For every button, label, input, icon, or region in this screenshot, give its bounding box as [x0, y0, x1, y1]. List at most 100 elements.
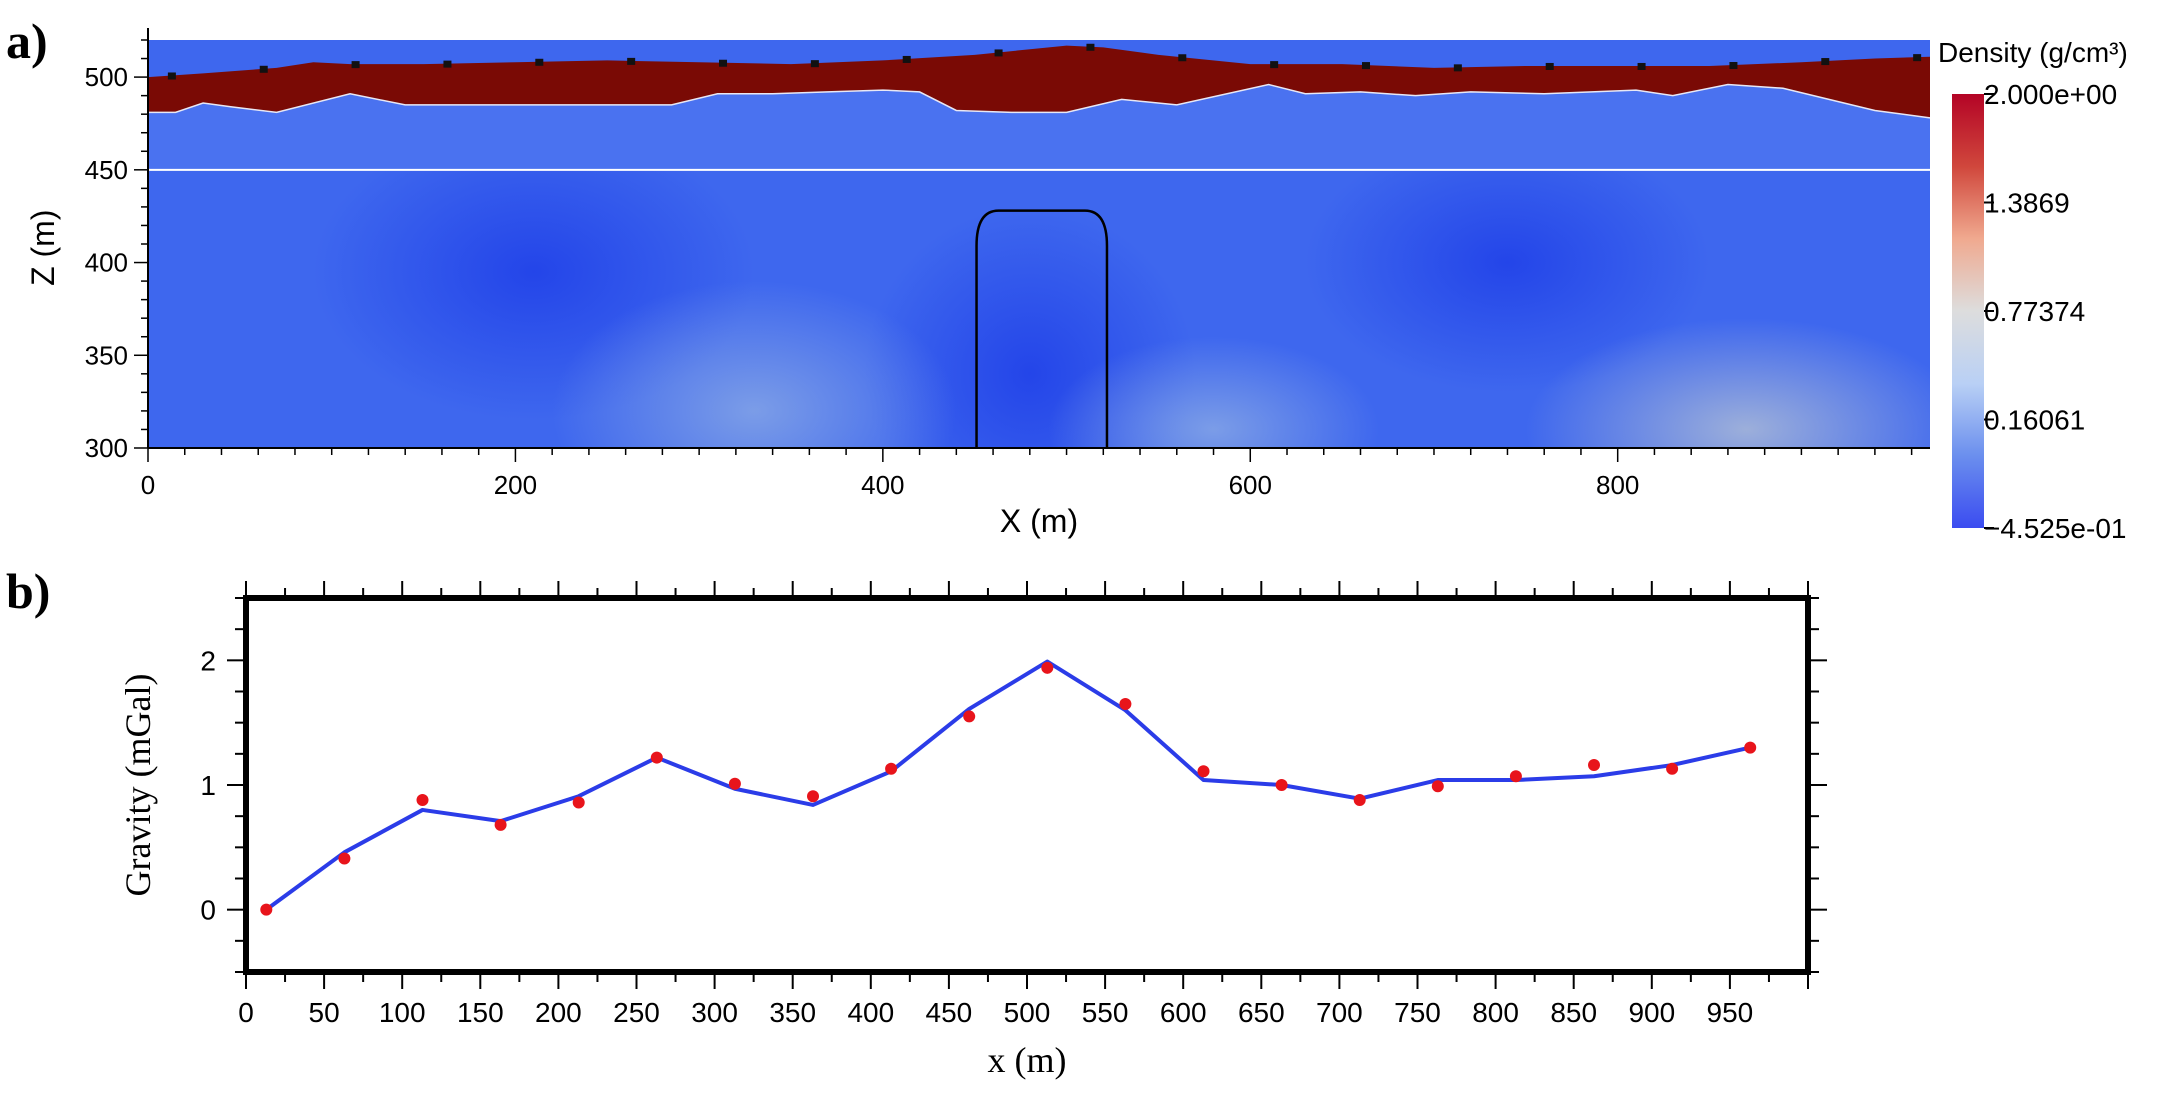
- x-tick-label: 300: [691, 997, 738, 1028]
- x-tick-label: 800: [1596, 470, 1639, 500]
- x-tick-label: 100: [379, 997, 426, 1028]
- gravity-station-marker: [1821, 58, 1830, 66]
- z-tick-label: 300: [85, 433, 128, 463]
- x-tick-label: 900: [1628, 997, 1675, 1028]
- observed-gravity-point: [728, 777, 741, 790]
- observed-gravity-point: [494, 818, 507, 831]
- x-tick-label: 50: [309, 997, 340, 1028]
- observed-gravity-point: [650, 751, 663, 764]
- gravity-station-marker: [1362, 62, 1371, 70]
- layer-interface-line: [148, 83, 1930, 119]
- y-tick-label: 2: [200, 645, 216, 676]
- gravity-station-marker: [1453, 64, 1462, 72]
- gravity-station-marker: [1913, 54, 1922, 62]
- observed-gravity-point: [416, 793, 429, 806]
- density-section-area: [148, 40, 1930, 448]
- observed-gravity-point: [1275, 779, 1288, 791]
- gravity-station-marker: [1086, 43, 1095, 51]
- observed-gravity-point: [1509, 770, 1522, 783]
- observed-gravity-point: [1119, 697, 1132, 710]
- observed-gravity-point: [1041, 661, 1054, 674]
- observed-gravity-point: [260, 903, 273, 916]
- colorbar-tick-label: −4.525e-01: [1984, 513, 2126, 544]
- colorbar-title: Density (g/cm³): [1938, 37, 2128, 68]
- gravity-station-marker: [994, 49, 1003, 57]
- gravity-station-marker: [719, 59, 728, 67]
- colorbar-tick-label: 1.3869: [1984, 187, 2070, 218]
- panel-a-label: a): [6, 13, 48, 69]
- z-axis-label: Z (m): [25, 210, 61, 286]
- x-tick-label: 400: [861, 470, 904, 500]
- density-anomaly-shading: [552, 281, 957, 448]
- x-tick-label: 850: [1550, 997, 1597, 1028]
- gravity-station-marker: [1545, 62, 1554, 70]
- x-tick-label: 700: [1316, 997, 1363, 1028]
- colorbar-tick-label: 0.77374: [1984, 296, 2085, 327]
- x-tick-label: 150: [457, 997, 504, 1028]
- gravity-station-marker: [810, 60, 819, 68]
- z-tick-label: 400: [85, 248, 128, 278]
- x-tick-label: 200: [494, 470, 537, 500]
- x-tick-label: 650: [1238, 997, 1285, 1028]
- y-tick-label: 0: [200, 895, 216, 926]
- gravity-station-marker: [1178, 54, 1187, 62]
- x-tick-label: 350: [769, 997, 816, 1028]
- x-axis-label: X (m): [1000, 503, 1078, 539]
- density-anomaly-shading: [1305, 132, 1710, 393]
- density-anomaly-shading: [1525, 318, 1930, 448]
- upper-layer-fill: [148, 84, 1930, 170]
- observed-gravity-point: [1744, 741, 1757, 754]
- x-tick-label: 500: [1004, 997, 1051, 1028]
- x-tick-label: 450: [926, 997, 973, 1028]
- observed-gravity-point: [1353, 793, 1366, 806]
- x-tick-label: 600: [1229, 470, 1272, 500]
- x-tick-label: 0: [141, 470, 155, 500]
- x-tick-label: 800: [1472, 997, 1519, 1028]
- y-tick-label: 1: [200, 770, 216, 801]
- gravity-plot-area: [260, 659, 1757, 916]
- plot-frame: [243, 595, 1811, 975]
- observed-gravity-point: [1197, 765, 1210, 778]
- observed-gravity-point: [963, 710, 976, 723]
- x-tick-label: 200: [535, 997, 582, 1028]
- dense-surface-layer: [148, 45, 1930, 118]
- x-tick-label: 550: [1082, 997, 1129, 1028]
- colorbar-tick-label: 2.000e+00: [1984, 79, 2117, 110]
- z-tick-label: 500: [85, 62, 128, 92]
- x-axis-label: x (m): [988, 1040, 1067, 1080]
- gravity-station-marker: [902, 55, 911, 63]
- observed-gravity-point: [807, 790, 820, 803]
- x-tick-label: 400: [847, 997, 894, 1028]
- gravity-station-marker: [351, 61, 360, 69]
- colorbar-ticks: 2.000e+00 1.3869 0.77374 0.16061 −4.525e-01: [1984, 79, 2126, 544]
- gravity-station-marker: [1729, 61, 1738, 69]
- gravity-station-marker: [167, 72, 176, 80]
- gravity-profile-chart: 0 50 100 150 200 250 300 350 400 450 500 550 600 650 7…: [118, 581, 1827, 1080]
- observed-gravity-point: [885, 762, 898, 775]
- gravity-axes: 0 50 100 150 200 250 300 350 400 450 500 550 600 650 7…: [118, 581, 1827, 1080]
- calculated-gravity-line: [265, 659, 1751, 912]
- gravity-station-marker: [1637, 62, 1646, 70]
- gravity-station-marker: [535, 58, 544, 66]
- x-tick-label: 750: [1394, 997, 1441, 1028]
- gravity-station-marker: [259, 65, 268, 73]
- gravity-station-marker: [627, 57, 636, 65]
- observed-gravity-point: [338, 852, 351, 865]
- colorbar-tick-label: 0.16061: [1984, 405, 2085, 436]
- z-tick-label: 350: [85, 340, 128, 370]
- gravity-station-marker: [1270, 61, 1279, 69]
- anomaly-body-outline: [975, 209, 1109, 448]
- colorbar-gradient: [1952, 94, 1984, 528]
- observed-gravity-point: [1666, 762, 1679, 775]
- density-section-axes: 300 350 400 450 500 0 200 400 600 800 X (m) Z (m): [25, 28, 1930, 539]
- density-anomaly-shading: [1048, 336, 1379, 448]
- panel-b-label: b): [6, 563, 50, 619]
- x-tick-label: 250: [613, 997, 660, 1028]
- z-tick-label: 450: [85, 155, 128, 185]
- observed-gravity-point: [572, 796, 585, 809]
- density-section-plot: 300 350 400 450 500 0 200 400 600 800 X (m) Z (m): [25, 28, 1930, 539]
- observed-gravity-point: [1588, 759, 1601, 772]
- observed-gravity-point: [1431, 780, 1444, 793]
- x-tick-label: 0: [238, 997, 254, 1028]
